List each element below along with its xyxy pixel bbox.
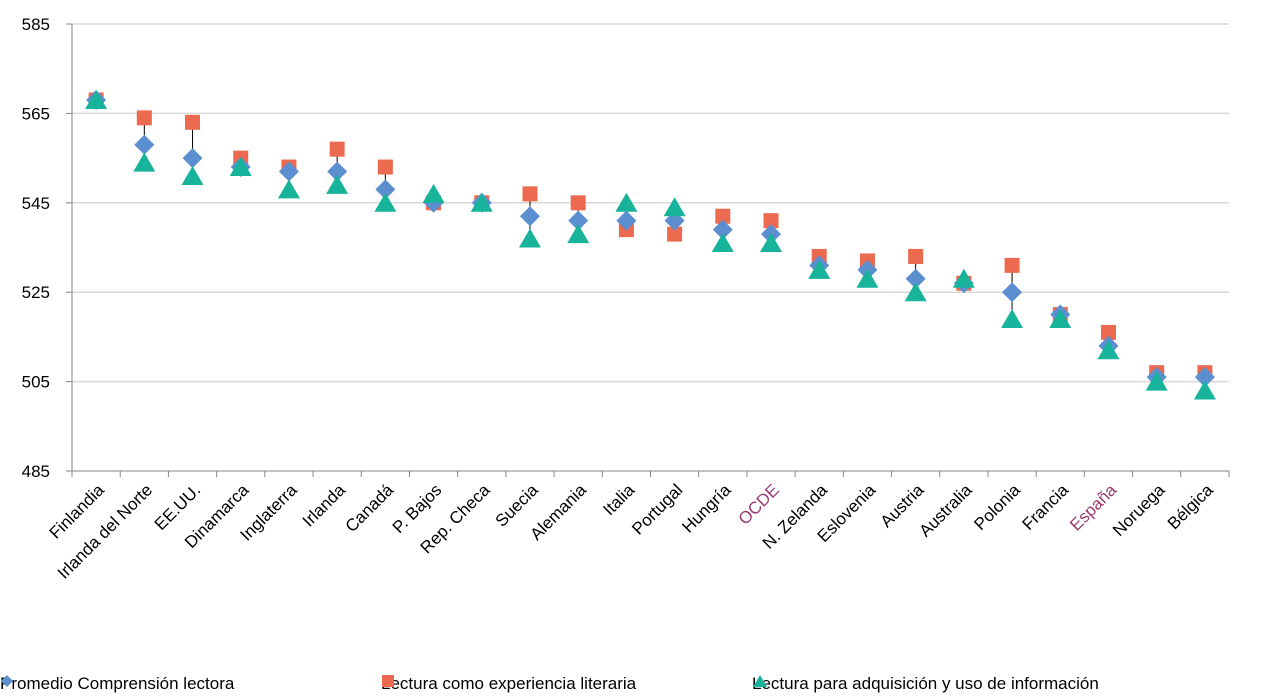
x-category-label: Noruega xyxy=(1109,480,1169,540)
data-point-triangle xyxy=(952,268,975,288)
y-tick-label: 485 xyxy=(22,462,50,481)
y-tick-label: 505 xyxy=(22,373,50,392)
data-point-square xyxy=(1004,257,1020,273)
data-point-triangle xyxy=(229,157,252,177)
data-point-triangle xyxy=(760,233,783,253)
data-point-square xyxy=(667,226,683,242)
data-point-triangle xyxy=(518,228,541,248)
legend-label: Lectura como experiencia literaria xyxy=(381,674,637,693)
data-point-triangle xyxy=(856,268,879,288)
data-point-triangle xyxy=(133,152,156,172)
data-point-square xyxy=(715,208,731,224)
data-point-triangle xyxy=(663,197,686,217)
x-category-label: Bélgica xyxy=(1164,480,1217,533)
data-point-square xyxy=(522,186,538,202)
legend: Promedio Comprensión lectora Lectura com… xyxy=(0,674,1269,696)
data-point-square xyxy=(1100,324,1116,340)
data-point-triangle xyxy=(1145,371,1168,391)
data-point-triangle xyxy=(1097,340,1120,360)
diamond-icon xyxy=(1,675,13,687)
data-point-diamond xyxy=(134,134,155,155)
data-point-square xyxy=(329,141,345,157)
triangle-icon xyxy=(753,675,767,687)
y-tick-label: 525 xyxy=(22,283,50,302)
data-point-triangle xyxy=(615,192,638,212)
x-category-label: Canadá xyxy=(342,480,398,536)
data-point-diamond xyxy=(1002,282,1023,303)
data-point-diamond xyxy=(712,219,733,240)
y-tick-label: 585 xyxy=(22,15,50,34)
data-point-square xyxy=(136,110,152,126)
data-point-square xyxy=(908,248,924,264)
data-point-triangle xyxy=(326,174,349,194)
data-point-triangle xyxy=(470,192,493,212)
data-point-diamond xyxy=(519,206,540,227)
data-point-square xyxy=(377,159,393,175)
data-point-diamond xyxy=(375,179,396,200)
x-category-label: Francia xyxy=(1019,480,1073,534)
data-point-diamond xyxy=(905,268,926,289)
data-point-diamond xyxy=(1194,367,1215,388)
data-point-square xyxy=(185,114,201,130)
data-point-diamond xyxy=(568,210,589,231)
data-point-triangle xyxy=(1193,380,1216,400)
legend-label: Lectura para adquisición y uso de inform… xyxy=(752,674,1099,693)
legend-item-informacion: Lectura para adquisición y uso de inform… xyxy=(752,674,1099,694)
y-tick-label: 565 xyxy=(22,104,50,123)
legend-item-promedio: Promedio Comprensión lectora xyxy=(0,674,234,694)
square-icon xyxy=(382,675,394,687)
x-category-label: Polonia xyxy=(970,480,1024,534)
data-point-triangle xyxy=(1001,309,1024,329)
x-category-label: Australia xyxy=(915,480,976,541)
y-tick-label: 545 xyxy=(22,194,50,213)
data-point-triangle xyxy=(808,259,831,279)
legend-item-literaria: Lectura como experiencia literaria xyxy=(381,674,636,694)
data-point-triangle xyxy=(181,165,204,185)
x-category-label: Italia xyxy=(599,480,638,519)
data-point-diamond xyxy=(327,161,348,182)
data-point-triangle xyxy=(567,224,590,244)
data-point-diamond xyxy=(616,210,637,231)
data-point-triangle xyxy=(277,179,300,199)
data-point-square xyxy=(763,213,779,229)
x-category-label: Portugal xyxy=(628,480,686,538)
data-point-diamond xyxy=(278,161,299,182)
data-point-diamond xyxy=(182,148,203,169)
data-point-triangle xyxy=(374,192,397,212)
data-point-triangle xyxy=(904,282,927,302)
data-point-triangle xyxy=(422,183,445,203)
legend-label: Promedio Comprensión lectora xyxy=(0,674,235,693)
data-point-triangle xyxy=(85,89,108,109)
data-point-triangle xyxy=(711,233,734,253)
data-point-triangle xyxy=(1049,309,1072,329)
data-point-square xyxy=(570,195,586,211)
x-category-label: Hungría xyxy=(678,480,735,537)
